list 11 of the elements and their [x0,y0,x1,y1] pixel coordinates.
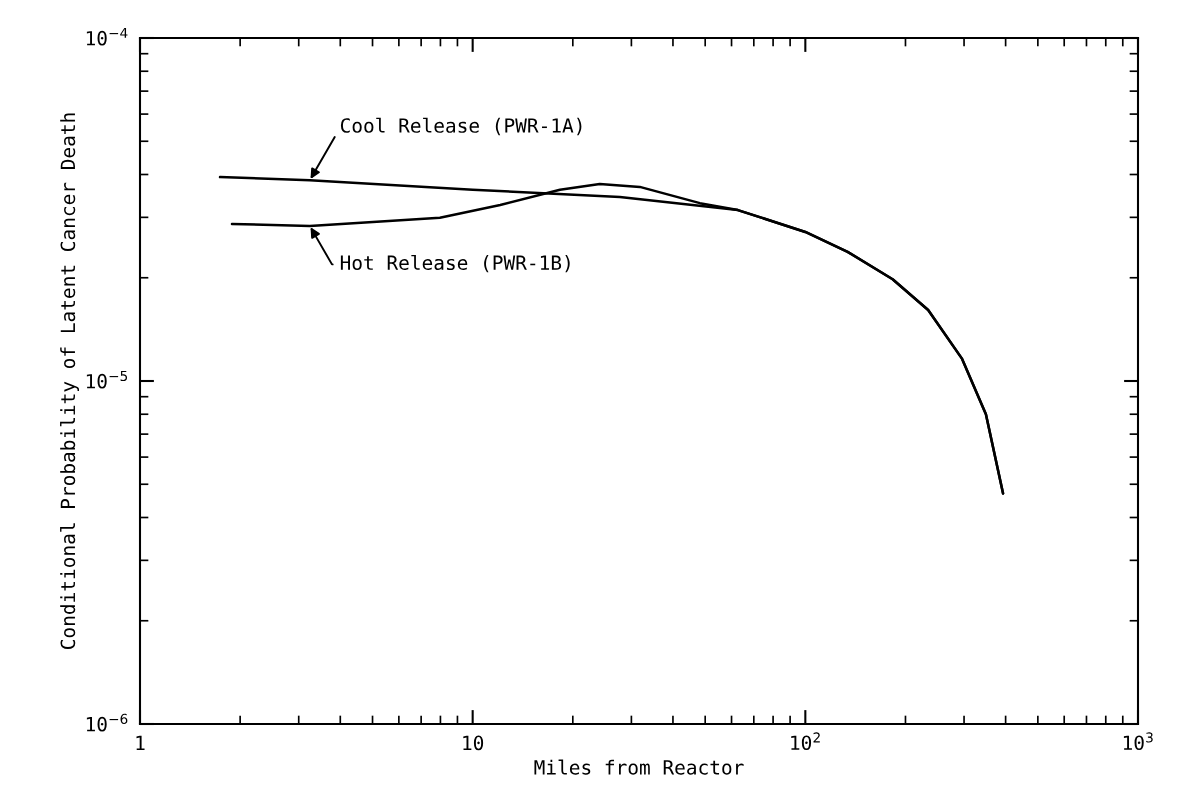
y-tick-label: 10$^{−6}$ [86,713,128,732]
series-label: Hot Release (PWR-1B) [340,254,570,273]
x-tick-label: 10$^{2}$ [791,732,820,751]
x-tick-label: 1 [136,735,145,750]
y-tick-label: 10$^{−4}$ [86,27,128,46]
y-tick-label: 10$^{−5}$ [86,370,128,389]
text: Cool Release (PWR-1A) [340,117,582,136]
x-tick-label: 10 [463,735,484,751]
x-tick-label: 10$^{3}$ [1123,732,1153,751]
y-axis-title: Conditional Probability of Latent Cancer Death [60,113,79,649]
x-axis-title: Miles from Reactor [534,759,744,775]
